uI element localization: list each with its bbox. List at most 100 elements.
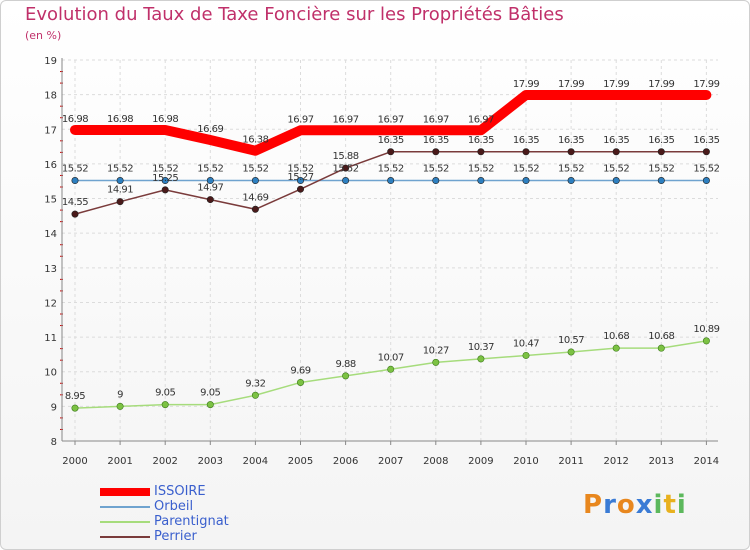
legend-label: Orbeil — [154, 499, 194, 514]
y-tick-label: 12 — [44, 298, 57, 309]
data-label-issoire: 16.97 — [423, 114, 449, 125]
data-label-orbeil: 15.52 — [603, 164, 629, 175]
data-label-issoire: 16.69 — [197, 124, 223, 135]
y-tick-label: 11 — [44, 333, 57, 344]
data-point-perrier — [251, 205, 259, 213]
data-label-issoire: 16.98 — [152, 114, 178, 125]
y-tick-label: 14 — [44, 229, 57, 240]
data-label-parentignat: 9 — [117, 389, 123, 400]
data-point-perrier — [161, 186, 169, 194]
data-label-perrier: 16.35 — [558, 135, 584, 146]
data-point-perrier — [432, 148, 440, 156]
legend-label: Perrier — [154, 529, 197, 544]
data-label-orbeil: 15.52 — [693, 164, 719, 175]
line-chart: 8 9 10 11 12 13 14 15 16 17 18 19 2000 2001 2002 2003 20… — [44, 56, 720, 467]
data-point-orbeil — [161, 177, 169, 185]
data-label-orbeil: 15.52 — [333, 164, 359, 175]
y-tick-label: 8 — [51, 437, 57, 448]
logo-letter: o — [616, 490, 636, 520]
data-point-orbeil — [702, 177, 710, 185]
x-tick-label: 2001 — [107, 456, 132, 467]
data-label-orbeil: 15.52 — [152, 164, 178, 175]
data-point-perrier — [296, 185, 304, 193]
data-label-perrier: 14.55 — [62, 197, 88, 208]
x-tick-label: 2004 — [243, 456, 268, 467]
legend-label: Parentignat — [154, 514, 229, 529]
data-point-orbeil — [296, 177, 304, 185]
data-label-parentignat: 10.27 — [423, 345, 449, 356]
x-tick-label: 2007 — [378, 456, 403, 467]
data-label-issoire: 16.97 — [378, 114, 404, 125]
data-point-parentignat — [567, 348, 575, 356]
data-point-perrier — [206, 196, 214, 204]
data-point-orbeil — [522, 177, 530, 185]
data-label-issoire: 16.97 — [287, 114, 313, 125]
data-point-perrier — [116, 198, 124, 206]
legend-label: ISSOIRE — [154, 484, 206, 499]
logo-letter: x — [635, 490, 654, 520]
data-point-parentignat — [387, 365, 395, 373]
data-point-perrier — [522, 148, 530, 156]
data-point-parentignat — [702, 337, 710, 345]
data-label-issoire: 16.97 — [333, 114, 359, 125]
data-label-issoire: 16.98 — [107, 114, 133, 125]
x-tick-label: 2013 — [649, 456, 674, 467]
data-label-parentignat: 9.05 — [200, 388, 220, 399]
data-point-perrier — [702, 148, 710, 156]
data-label-orbeil: 15.52 — [423, 164, 449, 175]
data-point-perrier — [71, 210, 79, 218]
legend-swatch — [100, 521, 150, 523]
data-label-perrier: 16.35 — [468, 135, 494, 146]
data-point-perrier — [387, 148, 395, 156]
x-tick-label: 2010 — [513, 456, 538, 467]
data-point-parentignat — [71, 404, 79, 412]
data-label-parentignat: 9.32 — [245, 378, 265, 389]
data-point-orbeil — [251, 177, 259, 185]
data-point-orbeil — [71, 177, 79, 185]
data-label-issoire: 16.98 — [62, 114, 88, 125]
data-label-parentignat: 10.89 — [693, 324, 719, 335]
data-point-orbeil — [342, 177, 350, 185]
legend-swatch — [100, 536, 150, 538]
legend-swatch — [100, 488, 150, 496]
data-label-orbeil: 15.52 — [287, 164, 313, 175]
y-tick-label: 15 — [44, 195, 57, 206]
x-tick-label: 2002 — [152, 456, 177, 467]
logo-letter: i — [676, 490, 687, 520]
data-label-perrier: 16.35 — [378, 135, 404, 146]
data-label-issoire: 16.38 — [242, 135, 268, 146]
data-point-parentignat — [477, 355, 485, 363]
data-point-parentignat — [251, 391, 259, 399]
data-label-issoire: 17.99 — [513, 79, 539, 90]
data-label-issoire: 17.99 — [558, 79, 584, 90]
data-label-parentignat: 9.88 — [335, 359, 355, 370]
data-point-perrier — [477, 148, 485, 156]
data-label-parentignat: 8.95 — [65, 391, 85, 402]
y-tick-label: 13 — [44, 264, 57, 275]
y-axis-unit: (en %) — [25, 29, 62, 42]
data-label-perrier: 16.35 — [513, 135, 539, 146]
data-point-parentignat — [612, 344, 620, 352]
data-label-perrier: 15.88 — [333, 151, 359, 162]
data-label-parentignat: 10.47 — [513, 338, 539, 349]
data-label-orbeil: 15.52 — [513, 164, 539, 175]
data-label-perrier: 15.25 — [152, 173, 178, 184]
data-label-orbeil: 15.52 — [648, 164, 674, 175]
proxiti-logo: Proxiti — [583, 490, 687, 520]
data-point-parentignat — [296, 378, 304, 386]
data-label-orbeil: 15.52 — [378, 164, 404, 175]
data-point-orbeil — [206, 177, 214, 185]
data-point-parentignat — [522, 351, 530, 359]
x-tick-label: 2012 — [603, 456, 628, 467]
data-label-orbeil: 15.52 — [62, 164, 88, 175]
data-label-orbeil: 15.52 — [242, 164, 268, 175]
x-tick-label: 2011 — [558, 456, 583, 467]
data-label-parentignat: 9.05 — [155, 388, 175, 399]
data-point-parentignat — [161, 401, 169, 409]
data-point-parentignat — [657, 344, 665, 352]
x-tick-label: 2003 — [198, 456, 223, 467]
x-tick-label: 2009 — [468, 456, 493, 467]
data-label-orbeil: 15.52 — [107, 164, 133, 175]
data-point-perrier — [342, 164, 350, 172]
data-label-orbeil: 15.52 — [197, 164, 223, 175]
